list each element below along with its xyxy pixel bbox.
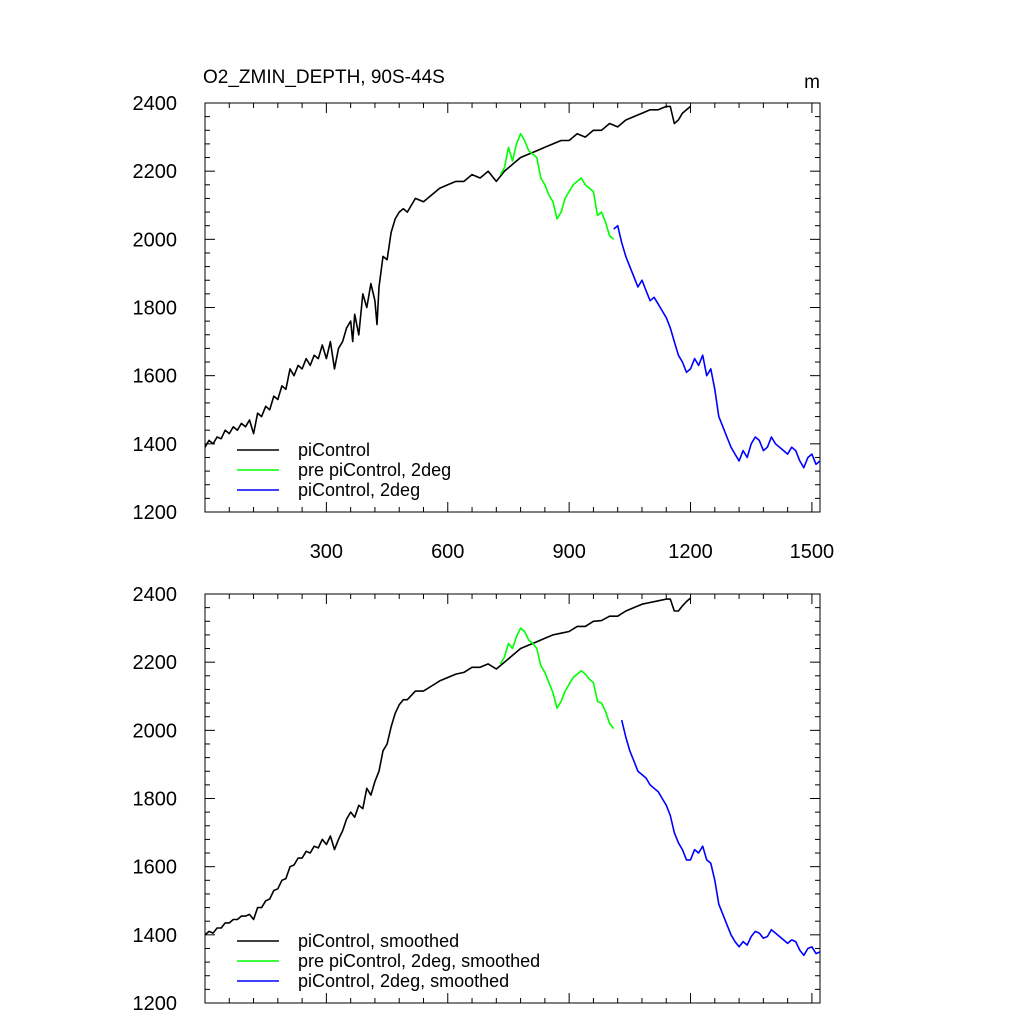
- bottom-y-tick-label: 1800: [133, 789, 178, 811]
- bottom-y-tick-label: 1600: [133, 857, 178, 879]
- top-line-chart: 1200 1400 1600 1800 2000 2200 2400 300 600 900 120…: [133, 93, 835, 563]
- bottom-series-line-1: [204, 597, 692, 936]
- top-legend-label: piControl: [298, 440, 370, 460]
- top-x-tick-label: 1500: [790, 541, 835, 563]
- bottom-series-line-3: [620, 719, 821, 957]
- bottom-legend-label: piControl, 2deg, smoothed: [298, 971, 509, 991]
- top-y-tick-label: 1200: [133, 502, 178, 524]
- top-x-tick-label: 1200: [668, 541, 713, 563]
- top-legend-label: pre piControl, 2deg: [298, 460, 451, 480]
- top-y-tick-label: 1400: [133, 434, 178, 456]
- bottom-y-tick-label: 1200: [133, 993, 178, 1015]
- top-y-tick-label: 1800: [133, 298, 178, 320]
- top-x-tick-label: 600: [431, 541, 464, 563]
- top-x-tick-label: 300: [310, 541, 343, 563]
- top-y-tick-label: 2000: [133, 229, 178, 251]
- figure-title: O2_ZMIN_DEPTH, 90S-44S: [203, 67, 445, 88]
- bottom-y-tick-label: 1400: [133, 925, 178, 947]
- top-x-tick-label: 900: [552, 541, 585, 563]
- bottom-legend-label: piControl, smoothed: [298, 931, 459, 951]
- bottom-legend-label: pre piControl, 2deg, smoothed: [298, 951, 540, 971]
- bottom-line-chart: 1200 1400 1600 1800 2000 2200 2400 piControl, s…: [133, 584, 821, 1015]
- bottom-y-tick-label: 2400: [133, 584, 178, 606]
- top-y-tick-label: 2200: [133, 161, 178, 183]
- top-y-tick-label: 1600: [133, 366, 178, 388]
- top-series-line-2: [499, 132, 615, 240]
- bottom-y-tick-label: 2200: [133, 652, 178, 674]
- bottom-series-line-2: [499, 627, 615, 730]
- top-y-tick-label: 2400: [133, 93, 178, 115]
- top-series-line-1: [204, 105, 692, 448]
- bottom-y-tick-label: 2000: [133, 720, 178, 742]
- units-label: m: [804, 72, 820, 93]
- top-series-line-3: [613, 224, 821, 469]
- top-legend-label: piControl, 2deg: [298, 480, 420, 500]
